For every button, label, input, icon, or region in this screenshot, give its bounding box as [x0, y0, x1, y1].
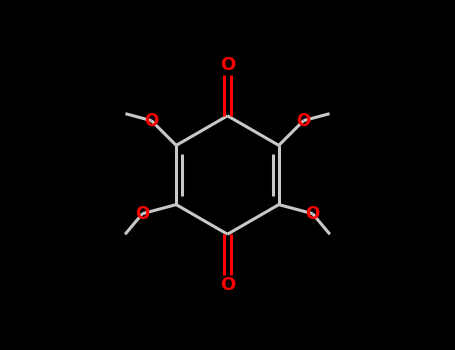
- Text: O: O: [305, 205, 320, 223]
- Text: O: O: [135, 205, 150, 223]
- Text: O: O: [296, 112, 311, 130]
- Text: O: O: [220, 276, 235, 294]
- Text: O: O: [144, 112, 159, 130]
- Text: O: O: [220, 56, 235, 74]
